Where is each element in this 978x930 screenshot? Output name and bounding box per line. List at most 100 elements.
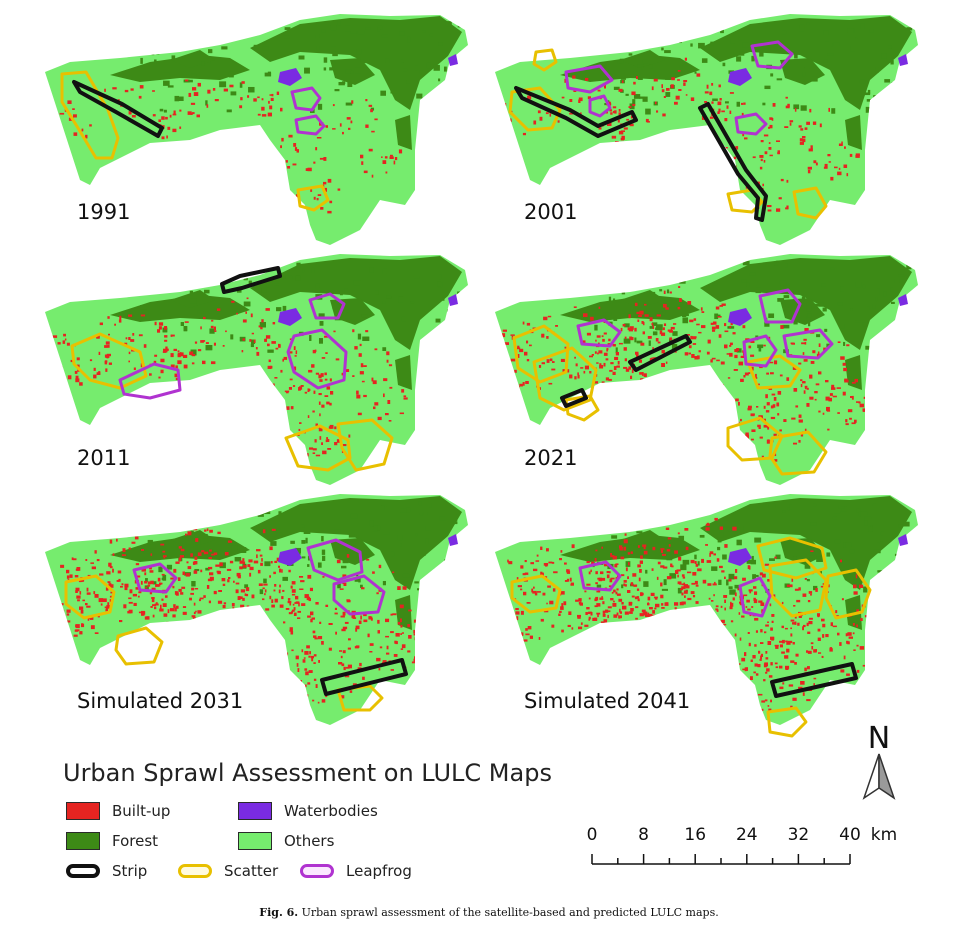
builtup-patch [164,632,168,635]
builtup-patch [199,597,204,600]
leapfrog-sprawl-outline [782,328,834,360]
builtup-patch [628,562,630,566]
builtup-patch [370,109,373,113]
builtup-patch [75,375,79,380]
builtup-patch [809,108,812,113]
forest-patch [855,37,858,40]
builtup-patch [859,584,864,588]
builtup-patch [214,330,217,332]
leapfrog-sprawl-outline [588,94,612,118]
forest-patch [872,304,876,309]
builtup-patch [345,666,350,669]
builtup-patch [815,383,820,386]
builtup-patch [507,119,512,122]
builtup-patch [106,605,110,609]
builtup-patch [612,371,616,375]
forest-patch [365,27,371,30]
builtup-patch [279,407,282,410]
builtup-patch [279,664,283,666]
forest-patch [768,313,775,318]
forest-patch [875,67,879,73]
builtup-patch [326,401,330,405]
forest-patch [301,540,306,544]
builtup-patch [293,612,297,616]
builtup-patch [350,120,353,124]
builtup-patch [610,555,615,558]
builtup-patch [547,315,552,318]
builtup-patch [741,615,745,618]
forest-patch [665,76,672,80]
builtup-patch [299,576,304,578]
builtup-patch [332,128,336,130]
builtup-patch [754,377,758,379]
builtup-patch [830,622,833,627]
builtup-patch [726,105,729,109]
builtup-patch [599,597,604,600]
builtup-patch [578,99,581,103]
forest-patch [634,337,637,343]
builtup-patch [774,360,778,365]
forest-patch [832,516,837,520]
forest-patch [234,556,242,562]
builtup-patch [61,609,65,614]
builtup-patch [588,597,591,600]
builtup-patch [193,602,196,606]
builtup-patch [540,618,544,622]
builtup-patch [687,571,692,574]
legend-builtup: Built-up [66,800,170,822]
builtup-patch [785,665,790,669]
forest-patch [724,101,729,104]
builtup-patch [240,97,243,101]
builtup-patch [694,580,698,585]
builtup-patch [206,617,211,619]
builtup-patch [684,528,689,531]
builtup-patch [145,586,148,589]
builtup-patch [514,369,517,373]
builtup-patch [261,319,264,323]
builtup-patch [389,156,394,159]
builtup-patch [736,427,740,430]
builtup-patch [711,326,716,330]
builtup-patch [109,584,114,588]
forest-patch [845,542,852,547]
builtup-patch [205,342,209,344]
builtup-patch [555,325,558,327]
builtup-patch [600,621,604,624]
builtup-patch [197,610,202,614]
builtup-patch [802,593,807,597]
forest-patch [301,556,306,559]
builtup-patch [176,623,180,626]
builtup-patch [845,423,849,426]
builtup-patch [509,135,512,137]
builtup-patch [363,394,367,398]
builtup-patch [705,527,710,531]
forest-patch [400,59,404,63]
builtup-patch [274,598,278,603]
builtup-patch [311,364,315,368]
builtup-patch [99,573,104,576]
forest-patch [351,541,355,546]
forest-patch [617,509,622,512]
builtup-patch [734,633,737,637]
builtup-patch [694,561,697,564]
scale-tick-label: 32 [788,825,810,845]
builtup-patch [665,527,670,530]
forest-patch [307,564,310,567]
builtup-patch [508,374,512,378]
builtup-patch [74,575,79,578]
builtup-patch [663,323,667,326]
builtup-patch [566,369,570,373]
forest-patch [774,263,778,266]
builtup-patch [363,613,367,617]
lulc-map [495,14,918,245]
builtup-patch [100,603,103,606]
forest-patch [891,82,897,88]
builtup-patch [783,419,787,422]
builtup-patch [701,311,705,313]
builtup-patch [598,350,603,354]
builtup-patch [128,314,133,317]
builtup-patch [628,366,631,370]
forest-patch [205,567,210,571]
builtup-patch [510,358,516,362]
builtup-patch [397,586,401,590]
